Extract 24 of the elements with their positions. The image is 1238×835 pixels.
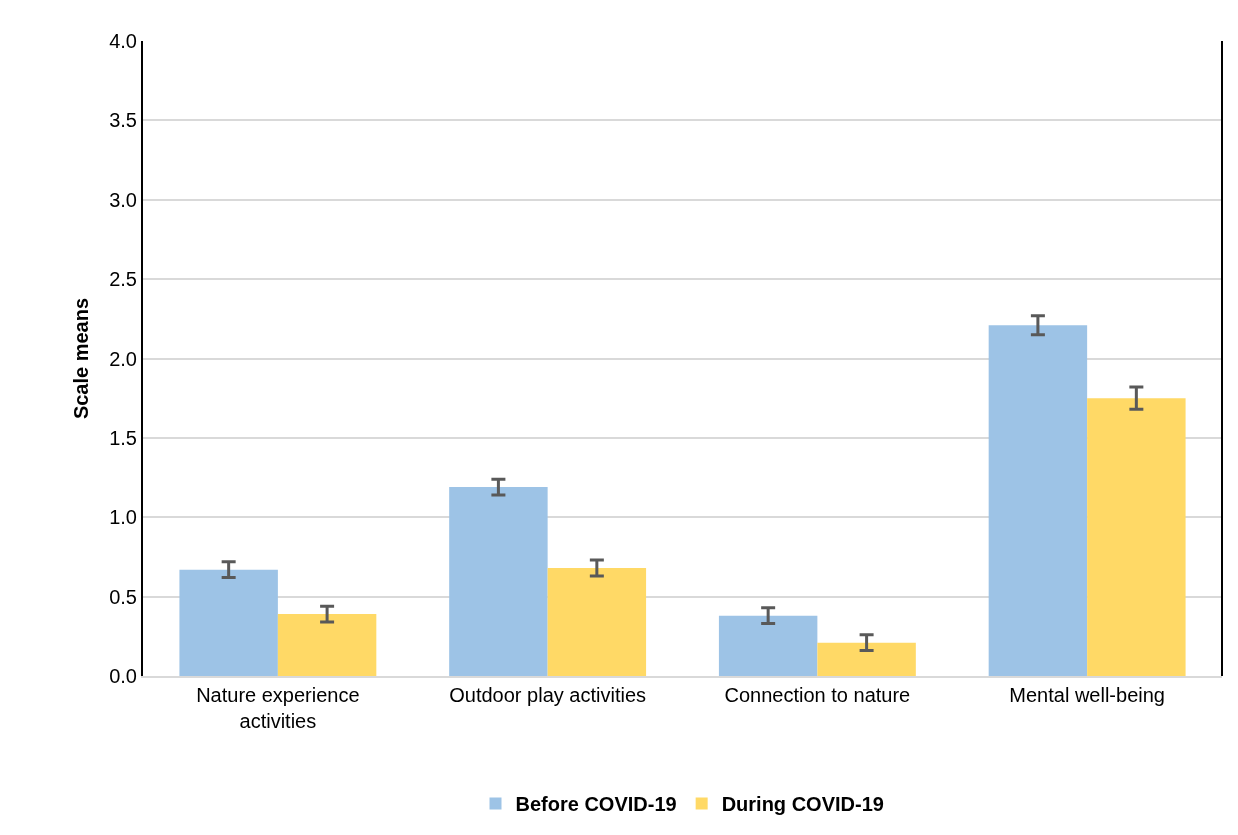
bar xyxy=(277,614,377,676)
y-axis-title: Scale means xyxy=(70,297,93,420)
x-tick-label: Outdoor play activities xyxy=(449,684,647,706)
x-tick-label: Nature experience activities xyxy=(196,684,360,732)
legend-label: Before COVID-19 xyxy=(515,793,677,816)
y-tick-label: 2.5 xyxy=(109,268,137,291)
bar xyxy=(449,487,548,676)
bar xyxy=(988,325,1088,676)
y-tick-label: 2.0 xyxy=(109,347,137,370)
bar xyxy=(179,569,278,676)
y-tick-label: 1.5 xyxy=(109,426,137,449)
y-tick-label: 3.5 xyxy=(109,109,137,132)
y-tick-label: 0.0 xyxy=(109,665,137,687)
bar xyxy=(718,615,818,676)
y-tick-label: 0.5 xyxy=(109,585,137,608)
x-tick-label: Mental well-being xyxy=(1009,684,1165,706)
bar xyxy=(1087,398,1186,676)
bar xyxy=(817,642,916,676)
y-tick-label: 3.0 xyxy=(109,188,137,211)
bar xyxy=(547,568,647,676)
y-tick-label: 1.0 xyxy=(109,506,137,529)
x-tick-label: Connection to nature xyxy=(724,684,911,706)
legend-label: During COVID-19 xyxy=(721,793,884,816)
y-tick-label: 4.0 xyxy=(109,30,137,52)
